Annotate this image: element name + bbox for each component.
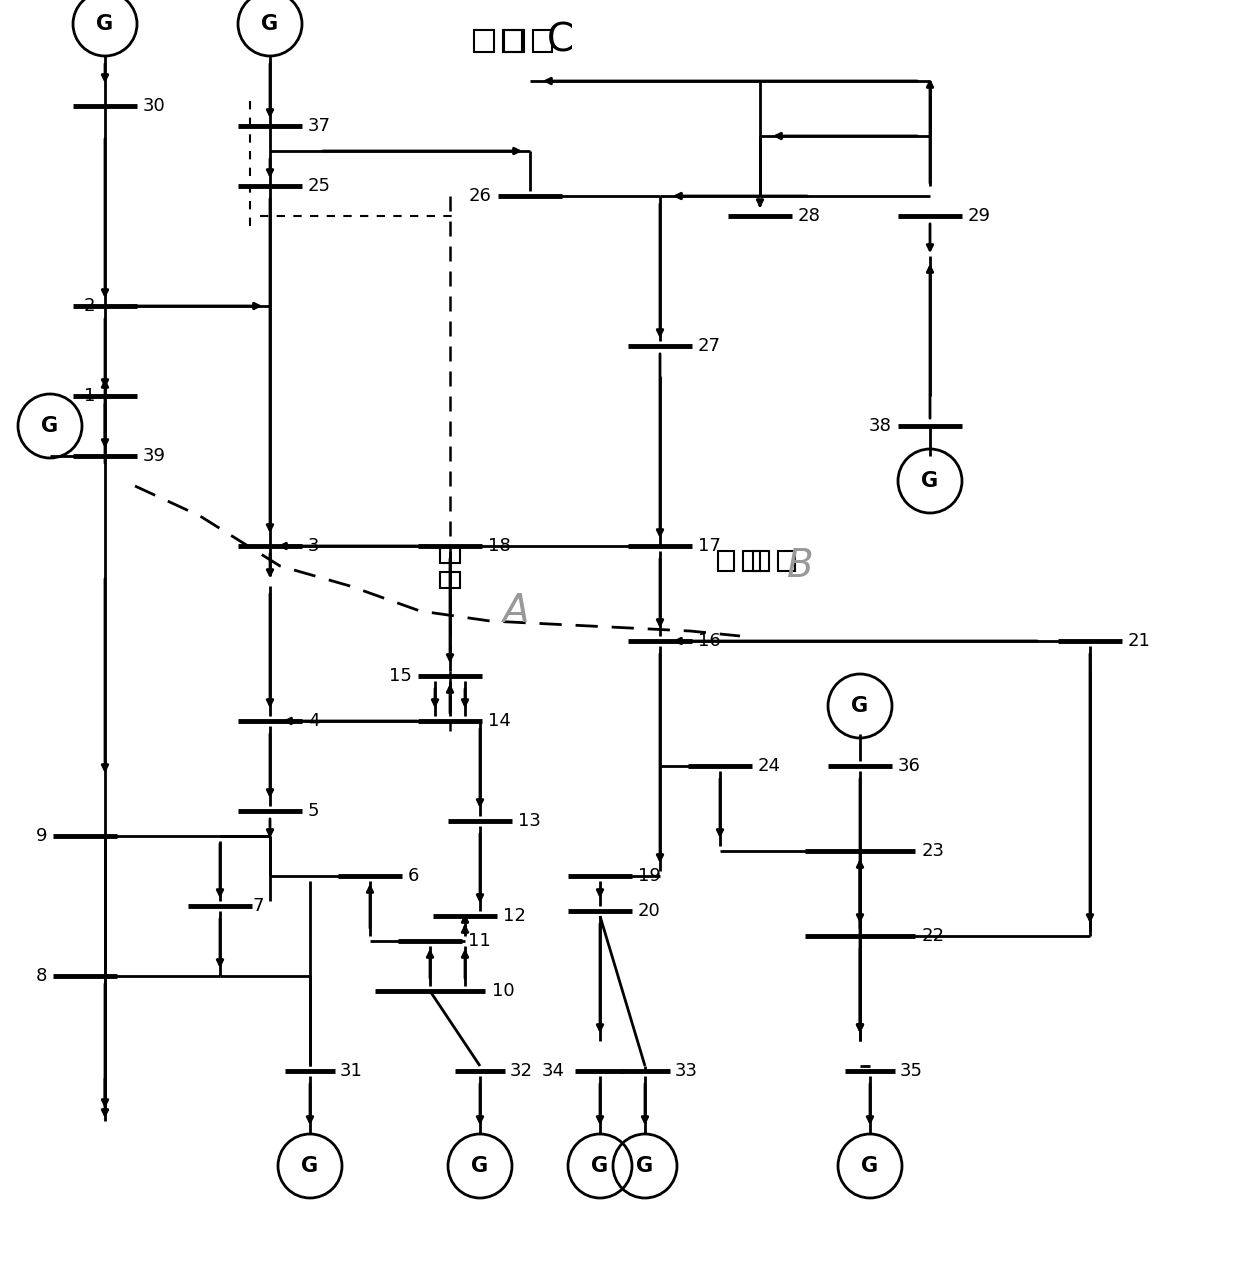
Text: 23: 23 [923, 842, 945, 860]
Text: A: A [502, 592, 528, 630]
Text: 10: 10 [492, 983, 515, 1000]
Bar [533, 29, 552, 52]
Text: 39: 39 [143, 447, 166, 464]
Text: 26: 26 [469, 188, 492, 205]
Text: 36: 36 [898, 757, 921, 775]
Bar [475, 29, 494, 52]
Text: 8: 8 [36, 967, 47, 985]
Text: 22: 22 [923, 926, 945, 946]
Text: 34: 34 [542, 1062, 565, 1079]
Text: 32: 32 [510, 1062, 533, 1079]
Text: 3: 3 [308, 537, 320, 555]
Text: 13: 13 [518, 812, 541, 829]
Text: 5: 5 [308, 803, 320, 820]
Bar [440, 546, 460, 563]
Text: 6: 6 [408, 866, 419, 886]
Text: G: G [636, 1156, 653, 1176]
Text: 38: 38 [869, 417, 892, 435]
Bar [743, 551, 760, 570]
Text: 2: 2 [83, 297, 95, 315]
Text: 31: 31 [340, 1062, 363, 1079]
Text: G: G [862, 1156, 879, 1176]
Text: 14: 14 [489, 712, 511, 730]
Text: 27: 27 [698, 337, 720, 355]
Text: G: G [471, 1156, 489, 1176]
Text: 16: 16 [698, 632, 720, 649]
Text: 18: 18 [489, 537, 511, 555]
Text: 24: 24 [758, 757, 781, 775]
Text: 35: 35 [900, 1062, 923, 1079]
Text: 11: 11 [467, 931, 491, 951]
Text: B: B [786, 547, 813, 584]
Text: G: G [301, 1156, 319, 1176]
Text: G: G [262, 14, 279, 34]
Bar [777, 551, 795, 570]
Text: C: C [547, 22, 574, 60]
Text: 12: 12 [503, 907, 526, 925]
Text: 17: 17 [698, 537, 720, 555]
Text: G: G [41, 416, 58, 436]
Text: 7: 7 [252, 897, 263, 915]
Text: G: G [591, 1156, 609, 1176]
Text: G: G [852, 695, 868, 716]
Bar [753, 551, 769, 570]
Bar [503, 29, 522, 52]
Text: 1: 1 [83, 387, 95, 404]
Text: 28: 28 [799, 207, 821, 225]
Text: 33: 33 [675, 1062, 698, 1079]
Text: 29: 29 [968, 207, 991, 225]
Text: 25: 25 [308, 177, 331, 195]
Text: 4: 4 [308, 712, 320, 730]
Text: 20: 20 [639, 902, 661, 920]
Text: 19: 19 [639, 866, 661, 886]
Text: 21: 21 [1128, 632, 1151, 649]
Text: G: G [921, 471, 939, 491]
Bar [505, 29, 523, 52]
Bar [718, 551, 734, 570]
Text: 30: 30 [143, 97, 166, 115]
Text: 37: 37 [308, 117, 331, 135]
Bar [440, 572, 460, 588]
Text: G: G [97, 14, 114, 34]
Text: 9: 9 [36, 827, 47, 845]
Text: 15: 15 [389, 667, 412, 685]
